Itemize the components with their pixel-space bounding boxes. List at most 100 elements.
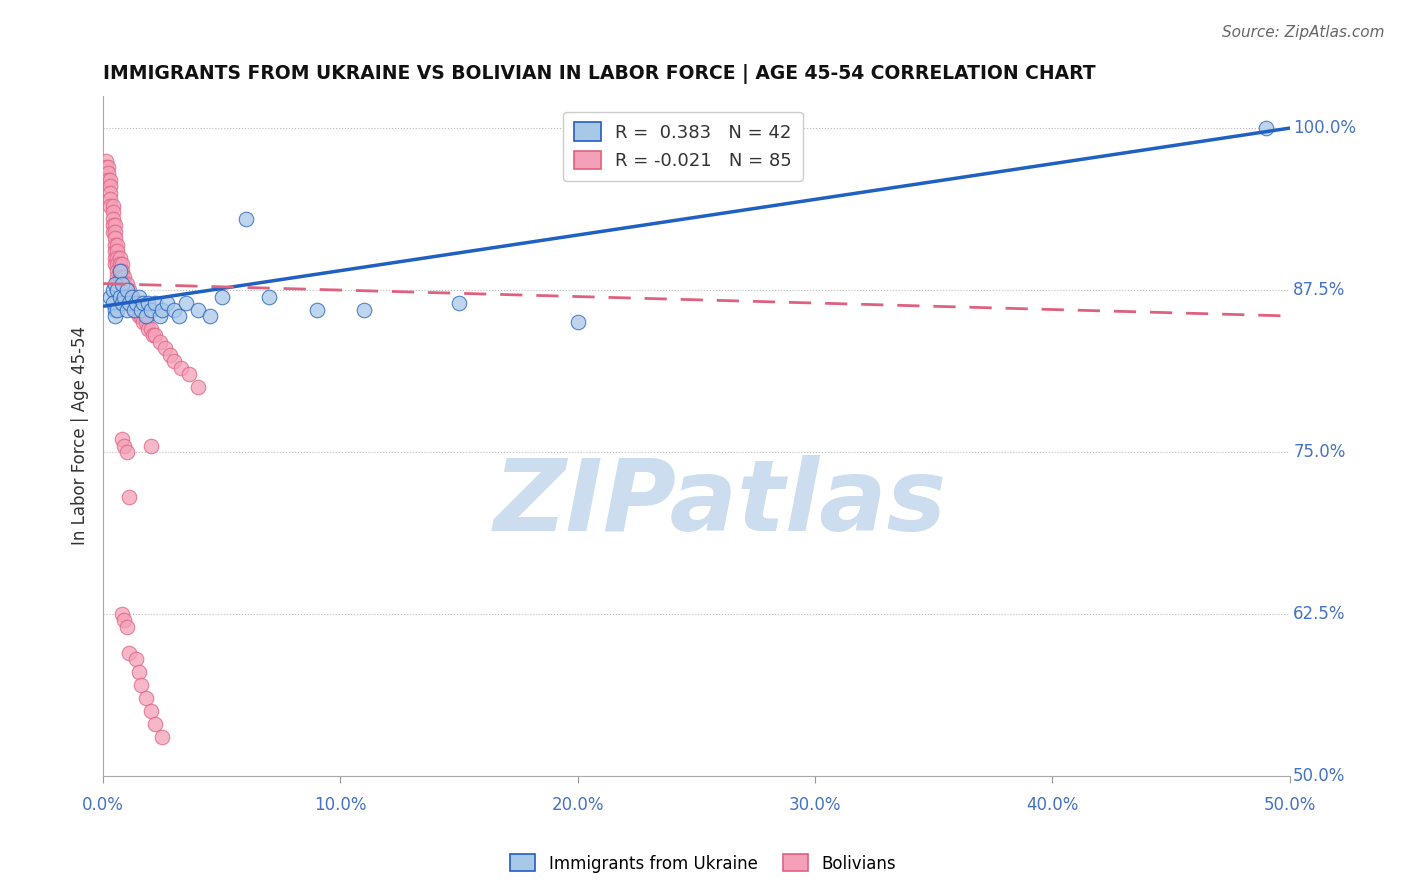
Point (152, 730, 174, 744)
Point (163, 354, 186, 368)
Point (118, 283, 141, 297)
Point (118, 289, 141, 303)
Point (94, 153, 117, 168)
Point (156, 296, 179, 310)
Text: 20.0%: 20.0% (551, 797, 605, 814)
Point (177, 368, 200, 382)
Point (111, 277, 134, 291)
Point (111, 257, 134, 271)
Point (132, 296, 155, 310)
Point (108, 270, 131, 285)
Text: 50.0%: 50.0% (1294, 767, 1346, 785)
Point (98, 193, 121, 207)
Point (105, 270, 128, 285)
Point (125, 296, 148, 310)
Point (111, 270, 134, 285)
Point (174, 296, 197, 310)
Point (101, 199, 124, 213)
Legend: Immigrants from Ukraine, Bolivians: Immigrants from Ukraine, Bolivians (503, 847, 903, 880)
Point (118, 646, 141, 660)
Point (115, 302, 138, 317)
Point (139, 439, 162, 453)
Point (139, 322, 162, 336)
Point (567, 316, 589, 330)
Point (108, 257, 131, 271)
Point (128, 665, 150, 680)
Text: ZIPatlas: ZIPatlas (494, 455, 946, 552)
Point (104, 225, 127, 239)
Point (152, 302, 174, 317)
Point (159, 348, 181, 362)
Point (114, 277, 136, 291)
Point (98, 199, 121, 213)
Point (111, 432, 134, 446)
Point (111, 263, 134, 277)
Point (128, 289, 150, 303)
Point (104, 219, 127, 233)
Point (122, 302, 145, 317)
Point (101, 219, 124, 233)
Point (115, 283, 138, 297)
Point (114, 270, 136, 285)
Point (108, 277, 131, 291)
Point (94, 160, 117, 174)
Point (115, 445, 138, 459)
Point (135, 309, 157, 323)
Point (101, 225, 124, 239)
Point (125, 302, 148, 317)
Point (101, 211, 124, 226)
Text: 62.5%: 62.5% (1294, 605, 1346, 623)
Point (111, 607, 134, 621)
Point (121, 289, 143, 303)
Point (108, 263, 131, 277)
Point (104, 257, 127, 271)
Point (98, 289, 121, 303)
Point (108, 263, 131, 277)
Point (101, 296, 124, 310)
Text: 10.0%: 10.0% (314, 797, 367, 814)
Point (97, 166, 120, 180)
Text: 87.5%: 87.5% (1294, 281, 1346, 299)
Point (139, 704, 162, 718)
Point (135, 316, 157, 330)
Point (118, 491, 141, 505)
Point (115, 283, 138, 297)
Point (211, 289, 233, 303)
Point (305, 302, 328, 317)
Text: 100.0%: 100.0% (1294, 120, 1357, 137)
Point (97, 173, 120, 187)
Point (104, 237, 127, 252)
Point (114, 439, 136, 453)
Point (108, 251, 131, 265)
Point (104, 251, 127, 265)
Point (104, 244, 127, 259)
Point (111, 277, 134, 291)
Point (105, 263, 128, 277)
Point (128, 309, 150, 323)
Point (105, 302, 128, 317)
Point (105, 277, 128, 291)
Point (170, 360, 193, 375)
Point (1254, 121, 1277, 136)
Text: 30.0%: 30.0% (789, 797, 841, 814)
Point (108, 289, 131, 303)
Text: 75.0%: 75.0% (1294, 443, 1346, 461)
Point (104, 231, 127, 245)
Point (143, 717, 166, 731)
Point (98, 186, 121, 200)
Point (114, 614, 136, 628)
Point (105, 237, 128, 252)
Point (142, 328, 165, 343)
Point (114, 283, 136, 297)
Point (257, 289, 280, 303)
Point (149, 309, 172, 323)
Legend: R =  0.383   N = 42, R = -0.021   N = 85: R = 0.383 N = 42, R = -0.021 N = 85 (562, 112, 803, 181)
Point (129, 309, 152, 323)
Text: IMMIGRANTS FROM UKRAINE VS BOLIVIAN IN LABOR FORCE | AGE 45-54 CORRELATION CHART: IMMIGRANTS FROM UKRAINE VS BOLIVIAN IN L… (103, 64, 1095, 84)
Point (122, 302, 145, 317)
Point (104, 277, 127, 291)
Point (105, 283, 128, 297)
Point (118, 296, 141, 310)
Point (129, 302, 152, 317)
Point (114, 289, 136, 303)
